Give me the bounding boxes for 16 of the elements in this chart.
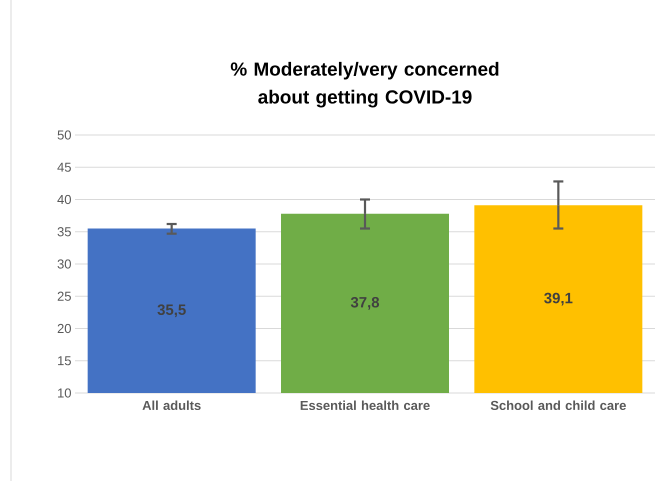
y-tick-label: 25 xyxy=(58,292,71,301)
x-tick-label: School and child care xyxy=(490,400,626,410)
y-tick-label: 40 xyxy=(57,194,71,204)
y-tick-label: 20 xyxy=(58,324,71,334)
y-tick-label: 10 xyxy=(58,388,71,398)
y-tick-label: 15 xyxy=(58,356,71,366)
y-tick-label: 50 xyxy=(58,130,71,140)
data-label: 39,1 xyxy=(544,292,572,306)
y-tick-label: 35 xyxy=(58,227,71,236)
y-tick-label: 30 xyxy=(58,259,71,269)
chart-title: % Moderately/very concerned about getting COVID-19 xyxy=(230,62,498,108)
data-label: 35,5 xyxy=(157,304,186,318)
x-tick-label: All adults xyxy=(142,400,201,410)
data-label: 37,8 xyxy=(350,296,380,310)
x-tick-label: Essential health care xyxy=(300,400,430,410)
y-tick-label: 45 xyxy=(57,162,71,172)
